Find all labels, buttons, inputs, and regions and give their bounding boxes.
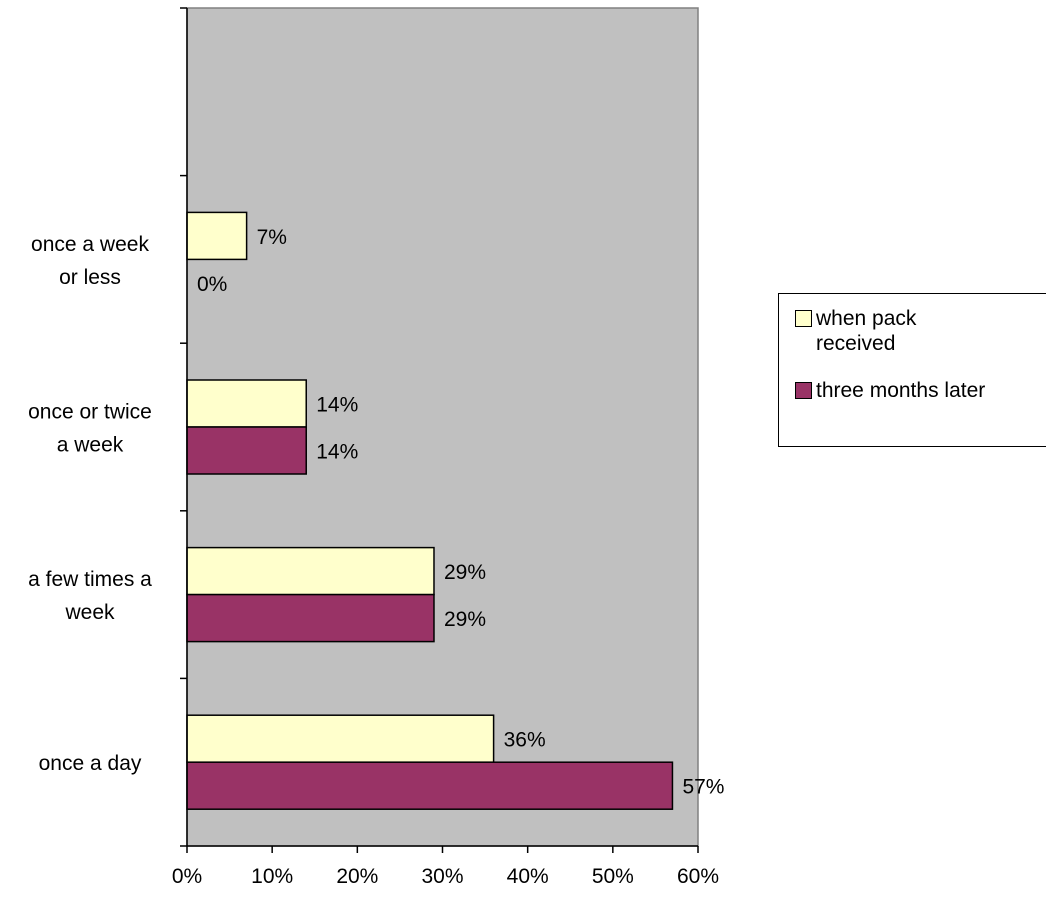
- category-label: a few times a: [28, 568, 152, 591]
- legend-swatch-when-pack-received: [795, 310, 812, 327]
- legend-item-three-months-later: three months later: [795, 378, 1036, 403]
- bar-when-pack-received: [186, 379, 307, 428]
- data-label: 57%: [682, 776, 724, 799]
- data-label: 14%: [316, 394, 358, 417]
- data-label: 0%: [197, 273, 227, 296]
- x-tick-label: 30%: [421, 865, 463, 888]
- x-tick-label: 50%: [592, 865, 634, 888]
- category-label: a week: [57, 434, 124, 457]
- bar-three-months-later: [186, 761, 674, 810]
- bar-when-pack-received: [186, 546, 435, 596]
- data-label: 14%: [316, 441, 358, 464]
- x-tick-label: 20%: [336, 865, 378, 888]
- legend-item-when-pack-received: when pack received: [795, 306, 976, 356]
- category-label: once a week: [31, 233, 149, 256]
- category-label: once a day: [39, 752, 142, 775]
- legend-label-line: when pack: [816, 307, 917, 330]
- legend-label-line: three months later: [816, 379, 986, 402]
- data-label: 29%: [444, 608, 486, 631]
- chart-legend: when pack received three months later: [778, 293, 1046, 447]
- bar-when-pack-received: [186, 714, 495, 763]
- category-label: once or twice: [28, 401, 152, 424]
- data-label: 7%: [257, 226, 287, 249]
- category-label: week: [64, 601, 115, 624]
- bar-three-months-later: [186, 593, 435, 643]
- x-tick-label: 60%: [677, 865, 719, 888]
- legend-swatch-three-months-later: [795, 382, 812, 399]
- category-label: or less: [59, 266, 121, 289]
- data-label: 29%: [444, 561, 486, 584]
- bar-when-pack-received: [186, 211, 248, 261]
- data-label: 36%: [504, 729, 546, 752]
- bar-three-months-later: [186, 426, 307, 475]
- legend-label-line: received: [816, 332, 896, 355]
- x-tick-label: 10%: [251, 865, 293, 888]
- x-tick-label: 40%: [507, 865, 549, 888]
- x-tick-label: 0%: [172, 865, 202, 888]
